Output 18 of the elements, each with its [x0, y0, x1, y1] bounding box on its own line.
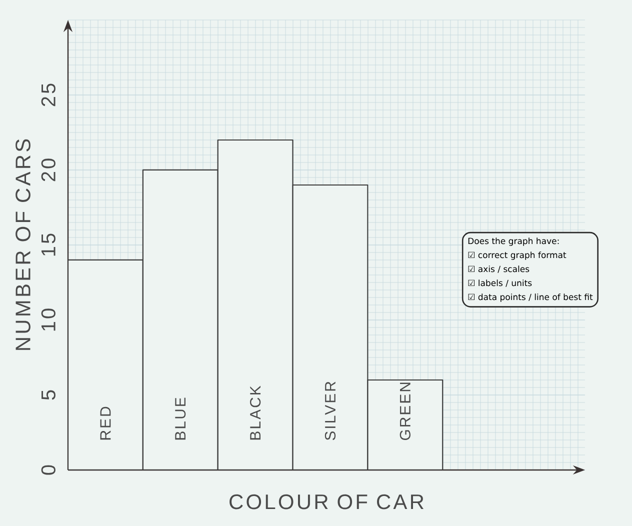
x-tick-label: GREEN — [400, 382, 410, 440]
y-tick-label: 10 — [41, 308, 56, 331]
x-tick-label: SILVER — [324, 382, 336, 440]
y-tick-label: 25 — [41, 84, 56, 106]
text: ☑ correct graph format — [468, 252, 566, 260]
text: ☑ axis / scales — [468, 266, 530, 273]
text: ☑ labels / units — [468, 280, 532, 287]
y-tick-label: 15 — [42, 234, 56, 256]
x-tick-label: BLUE — [175, 398, 186, 440]
x-axis-title: COLOUR OF CAR — [230, 494, 424, 510]
y-tick-label: 5 — [42, 390, 56, 400]
text: ☑ data points / line of best fit — [468, 294, 593, 302]
y-tick-label: 20 — [41, 158, 56, 182]
y-tick-label: 0 — [41, 465, 56, 475]
text: Does the graph have: — [468, 238, 559, 246]
y-axis-title: NUMBER OF CARS — [16, 139, 30, 350]
x-tick-label: BLACK — [250, 386, 261, 440]
x-tick-label: RED — [100, 406, 111, 440]
